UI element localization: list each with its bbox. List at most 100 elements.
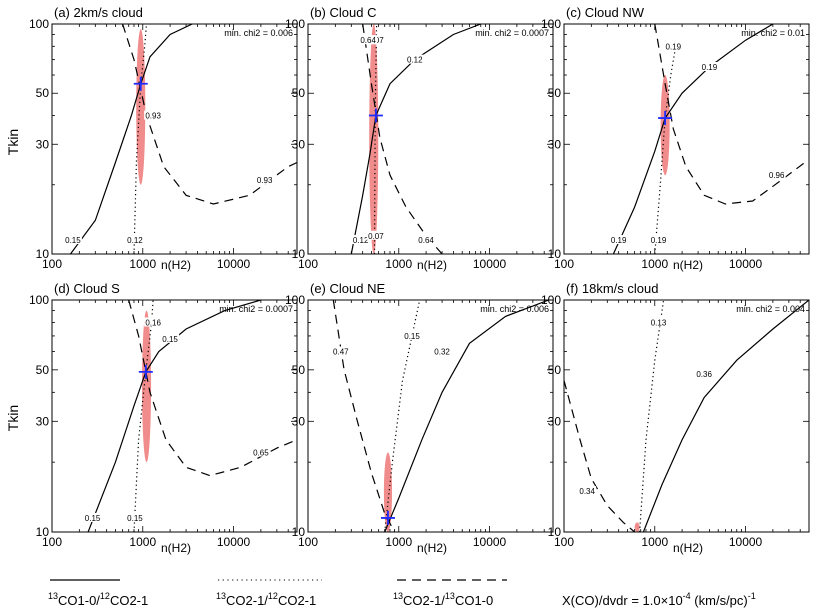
contour-label: 0.93: [145, 112, 161, 121]
contour-dashed: [122, 24, 297, 205]
y-tick-label: 30: [548, 414, 562, 428]
x-tick-label: 10000: [217, 257, 251, 271]
fit-region: [141, 310, 152, 463]
x-axis-label-c: n(H2): [673, 258, 703, 272]
best-fit-marker: [138, 364, 153, 379]
legend-item-3: 13CO2-1/13CO1-0: [393, 591, 493, 608]
panel-2: (c) Cloud NW 0.19 0.19 0.19 0.19 0.96 min. chi…: [541, 5, 810, 271]
contour-label-bg: [578, 486, 597, 496]
contour-label: 0.12: [127, 236, 143, 245]
legend: 13CO1-0/12CO2-1 13CO2-1/12CO2-1 13CO2-1/…: [48, 579, 756, 608]
fit-region: [660, 75, 670, 176]
contour-label: 0.15: [85, 514, 101, 523]
contour-label: 0.15: [65, 236, 81, 245]
best-fit-marker: [133, 76, 148, 91]
contour-label: 0.13: [651, 318, 667, 327]
contour-label: 0.47: [333, 347, 349, 356]
contour-label-bg: [161, 333, 180, 343]
axes-frame: [563, 299, 810, 533]
y-tick-label: 100: [285, 293, 305, 307]
x-tick-label: 100: [554, 257, 574, 271]
panel-title: (c) Cloud NW: [566, 5, 645, 20]
y-tick-label: 50: [292, 86, 306, 100]
y-tick-label: 10: [548, 247, 562, 261]
panel-0: (a) 2km/s cloud 0.15 0.12 0.93 0.93 min. chi2…: [29, 5, 298, 271]
contour-label: 0.07: [368, 232, 384, 241]
x-tick-label: 1000: [641, 257, 668, 271]
y-axis-label-bottom: Tkin: [5, 405, 21, 431]
x-tick-label: 10000: [217, 535, 251, 549]
axes-frame: [307, 23, 554, 255]
contour-dashed: [564, 380, 635, 532]
fit-region: [136, 29, 146, 185]
y-tick-label: 50: [548, 363, 562, 377]
x-axis-label-b: n(H2): [417, 258, 447, 272]
x-axis-label-a: n(H2): [161, 258, 191, 272]
x-tick-label: 100: [42, 535, 62, 549]
y-tick-label: 100: [541, 293, 561, 307]
contour-label-bg: [649, 235, 668, 245]
contour-label: 0.65: [253, 449, 269, 458]
x-tick-label: 10000: [473, 535, 507, 549]
contour-label: 0.15: [404, 332, 420, 341]
contour-label: 0.15: [162, 335, 178, 344]
panel-5: (f) 18km/s cloud 0.36 0.13 0.34 min. chi2 = …: [541, 281, 810, 549]
x-tick-label: 1000: [385, 535, 412, 549]
contour-label: 0.64: [418, 236, 434, 245]
x-tick-label: 1000: [129, 257, 156, 271]
contour-dashed: [654, 24, 806, 205]
best-fit-marker: [380, 510, 395, 525]
contour-label-bg: [255, 174, 274, 184]
fit-region: [383, 452, 393, 532]
contour-label-bg: [366, 230, 385, 240]
contour-label-bg: [83, 512, 102, 522]
contour-label-bg: [433, 346, 452, 356]
contour-label: 0.36: [696, 370, 712, 379]
panel-title: (d) Cloud S: [54, 281, 120, 296]
contour-label-bg: [125, 512, 144, 522]
contour-dotted: [654, 46, 677, 254]
y-tick-label: 10: [548, 525, 562, 539]
panel-1: (b) Cloud C0.120.120.070.070.640.64min. …: [285, 5, 554, 271]
contour-label: 0.12: [407, 56, 423, 65]
y-tick-label: 30: [36, 414, 50, 428]
chi2-label: min. chi2 = 0.006: [480, 304, 549, 314]
y-tick-label: 50: [292, 363, 306, 377]
contour-label-bg: [417, 235, 436, 245]
y-tick-label: 30: [36, 137, 50, 151]
axes-frame: [51, 23, 298, 255]
x-tick-label: 10000: [729, 535, 763, 549]
contour-dashed: [332, 300, 396, 532]
contour-label-bg: [695, 368, 714, 378]
plot-area: 0.36 0.13 0.34: [564, 300, 809, 532]
chi2-label: min. chi2 = 0.004: [736, 304, 805, 314]
contour-solid: [70, 24, 193, 254]
y-tick-label: 100: [541, 17, 561, 31]
x-tick-label: 100: [298, 257, 318, 271]
chi2-label: min. chi2 = 0.0007: [219, 304, 293, 314]
x-tick-label: 100: [298, 535, 318, 549]
chi2-label: min. chi2 = 0.01: [741, 28, 805, 38]
y-tick-label: 10: [36, 247, 50, 261]
contour-label: 0.93: [257, 176, 273, 185]
y-tick-label: 30: [548, 137, 562, 151]
contour-label-bg: [609, 235, 628, 245]
contour-label: 0.19: [611, 236, 627, 245]
y-tick-label: 30: [292, 414, 306, 428]
contour-label-bg: [331, 346, 350, 356]
panel-4: (e) Cloud NE 0.32 0.15 0.47 min. chi2 = 0.00…: [285, 281, 554, 549]
contour-solid: [87, 300, 262, 532]
contour-solid: [350, 24, 482, 254]
contour-solid: [384, 300, 550, 532]
contour-label-bg: [144, 110, 163, 120]
contour-label-bg: [359, 35, 378, 45]
contour-label: 0.34: [579, 487, 595, 496]
panel-title: (f) 18km/s cloud: [566, 281, 658, 296]
contour-label: 0.16: [145, 318, 161, 327]
y-tick-label: 50: [36, 86, 50, 100]
x-tick-label: 10000: [729, 257, 763, 271]
contour-dotted: [639, 300, 665, 532]
x-tick-label: 100: [554, 535, 574, 549]
